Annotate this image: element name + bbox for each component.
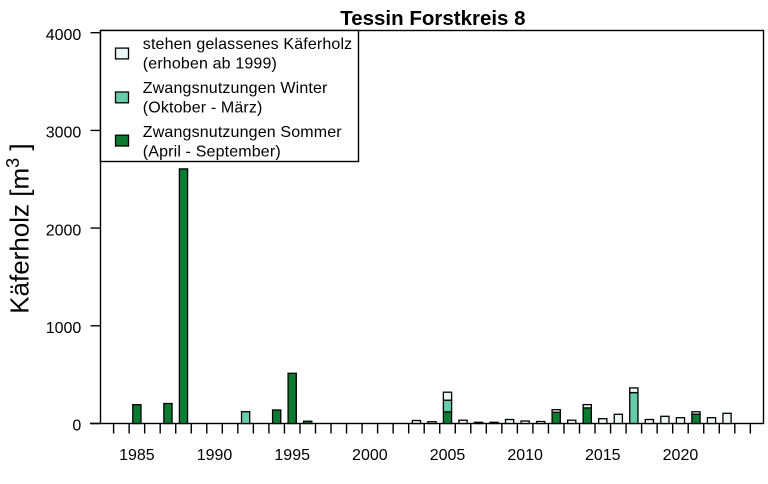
svg-text:4000: 4000: [46, 27, 82, 44]
svg-text:Tessin Forstkreis 8: Tessin Forstkreis 8: [340, 7, 525, 30]
svg-text:1985: 1985: [119, 447, 155, 464]
svg-text:Zwangsnutzungen Sommer: Zwangsnutzungen Sommer: [143, 124, 342, 141]
svg-text:3000: 3000: [46, 125, 82, 142]
svg-text:(April - September): (April - September): [143, 144, 281, 161]
svg-text:2010: 2010: [507, 447, 543, 464]
svg-text:1000: 1000: [46, 320, 82, 337]
svg-text:stehen gelassenes Käferholz: stehen gelassenes Käferholz: [143, 36, 353, 53]
svg-text:2015: 2015: [585, 447, 621, 464]
svg-text:2000: 2000: [46, 222, 82, 239]
svg-text:0: 0: [72, 418, 81, 435]
svg-text:2000: 2000: [352, 447, 388, 464]
svg-text:1990: 1990: [197, 447, 233, 464]
svg-text:Käferholz [m3 ]: Käferholz [m3 ]: [3, 143, 35, 313]
svg-text:(Oktober - März): (Oktober - März): [143, 100, 263, 117]
svg-text:2005: 2005: [430, 447, 466, 464]
svg-text:1995: 1995: [274, 447, 310, 464]
svg-text:Zwangsnutzungen Winter: Zwangsnutzungen Winter: [143, 80, 328, 97]
svg-text:2020: 2020: [663, 447, 699, 464]
svg-text:(erhoben ab 1999): (erhoben ab 1999): [143, 56, 277, 73]
